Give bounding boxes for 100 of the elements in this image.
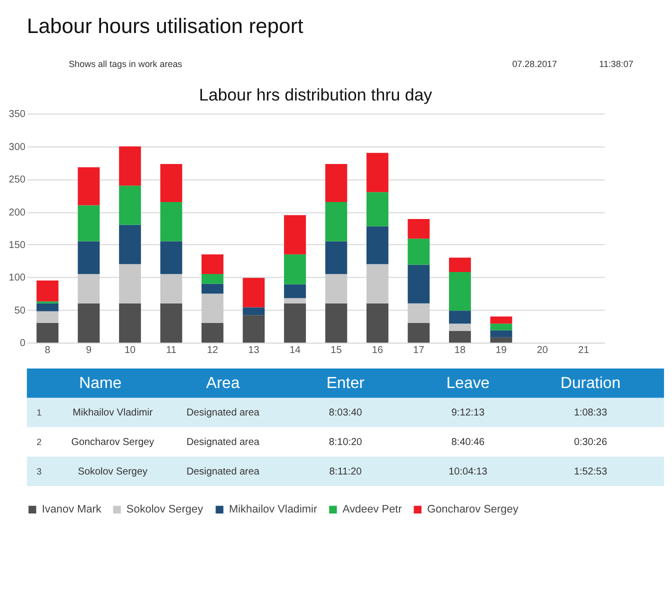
bar — [366, 264, 388, 304]
bar — [202, 254, 224, 274]
bar — [119, 224, 141, 264]
text: 8:11:20 — [329, 466, 362, 478]
bar — [366, 192, 388, 226]
bar — [242, 307, 265, 316]
bar — [160, 241, 182, 274]
y-tick-label: 350 — [8, 109, 26, 120]
bar — [408, 218, 430, 239]
bar — [325, 241, 348, 274]
text: 8:03:40 — [328, 408, 362, 419]
bar — [448, 310, 471, 324]
text: Designated area — [186, 436, 260, 448]
bar — [160, 274, 182, 304]
text: 1:52:53 — [574, 466, 608, 478]
bar — [284, 298, 306, 304]
bar — [78, 303, 100, 343]
bar — [242, 278, 265, 308]
bar — [408, 323, 430, 343]
bar — [119, 146, 141, 186]
text: 1:08:33 — [574, 408, 608, 419]
bar — [325, 164, 348, 202]
bar — [36, 311, 58, 324]
text: 8:10:20 — [328, 436, 362, 448]
category-label: 1 — [36, 408, 42, 418]
x-tick-label: 13 — [248, 345, 260, 356]
text: 11:38:07 — [599, 58, 634, 69]
text: Labour hours utilisation report — [26, 15, 304, 38]
bar — [36, 280, 58, 302]
x-tick-label: 12 — [206, 345, 218, 356]
bar — [325, 202, 348, 242]
bar — [119, 264, 141, 304]
bar — [242, 315, 265, 343]
bar — [448, 272, 471, 311]
text: Mikhailov Vladimir — [72, 408, 153, 419]
text: Designated area — [186, 466, 260, 478]
x-tick-label: 16 — [372, 345, 384, 356]
bar — [284, 254, 306, 284]
bar — [325, 303, 348, 343]
legend-label: Goncharov Sergey — [427, 504, 519, 516]
legend-label: Sokolov Sergey — [126, 504, 204, 516]
x-tick-label: 18 — [454, 345, 466, 356]
bar — [284, 303, 306, 343]
text: Sokolov Sergey — [78, 466, 148, 478]
text: Goncharov Sergey — [71, 436, 154, 448]
text: 10:04:13 — [448, 466, 488, 478]
category-label: 2 — [36, 436, 42, 447]
x-tick-label: 15 — [330, 345, 342, 356]
bar — [160, 164, 182, 202]
text: 0:30:26 — [574, 436, 608, 448]
y-tick-label: 50 — [14, 305, 26, 316]
x-tick-label: 19 — [496, 345, 508, 356]
text: 07.28.2017 — [512, 58, 558, 69]
text: 9:12:13 — [451, 408, 485, 419]
chart-title: Labour hrs distribution thru day — [199, 86, 433, 105]
bar — [160, 303, 182, 343]
bar — [408, 264, 430, 304]
x-tick-label: 17 — [413, 345, 425, 356]
category-label: 3 — [36, 466, 42, 476]
x-tick-label: 9 — [86, 345, 92, 356]
bar — [366, 152, 388, 192]
category-label: Name — [79, 375, 122, 392]
y-tick-label: 100 — [8, 272, 26, 284]
bar — [448, 330, 471, 343]
bar — [408, 303, 430, 324]
x-tick-label: 8 — [44, 345, 51, 356]
bar — [202, 274, 224, 284]
category-label: Area — [206, 375, 240, 392]
bar — [78, 167, 100, 206]
bar — [119, 186, 141, 225]
bar — [408, 238, 430, 265]
bar — [202, 284, 224, 294]
bar — [325, 274, 348, 304]
x-tick-label: 20 — [536, 345, 548, 356]
bar — [202, 294, 224, 324]
bar — [202, 323, 224, 343]
text: Designated area — [186, 408, 260, 419]
bar — [160, 202, 182, 242]
bar — [490, 316, 512, 324]
bar — [36, 303, 58, 312]
legend-label: Ivanov Mark — [42, 504, 102, 516]
category-label: Leave — [446, 375, 490, 392]
bar — [36, 323, 58, 343]
bar — [448, 258, 471, 272]
category-label: Duration — [560, 375, 621, 392]
bar — [284, 284, 306, 298]
y-tick-label: 200 — [8, 207, 26, 218]
x-tick-label: 21 — [578, 345, 590, 356]
bar — [366, 303, 388, 343]
y-tick-label: 150 — [8, 240, 26, 251]
y-tick-label: 0 — [20, 338, 26, 350]
bar — [284, 215, 306, 254]
x-tick-label: 14 — [289, 345, 301, 356]
bar — [78, 274, 100, 304]
bar — [448, 324, 471, 331]
text: 8:40:46 — [451, 436, 485, 448]
bar — [490, 330, 512, 338]
bar — [366, 226, 388, 264]
x-tick-label: 11 — [166, 345, 177, 356]
bar — [78, 241, 100, 274]
